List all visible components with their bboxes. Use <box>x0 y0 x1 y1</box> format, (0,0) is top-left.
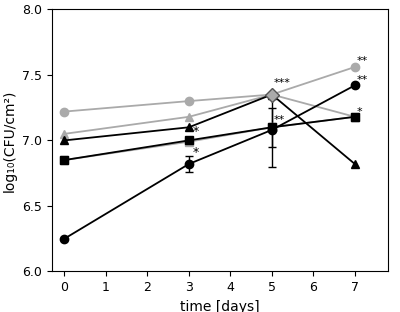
Text: **: ** <box>357 76 368 85</box>
Text: **: ** <box>357 56 368 66</box>
Text: *: * <box>357 107 362 117</box>
X-axis label: time [days]: time [days] <box>180 300 260 312</box>
Text: *: * <box>192 146 198 159</box>
Y-axis label: log₁₀(CFU/cm²): log₁₀(CFU/cm²) <box>3 89 17 192</box>
Text: **: ** <box>274 115 285 125</box>
Text: *: * <box>192 125 198 138</box>
Text: ***: *** <box>274 78 291 88</box>
